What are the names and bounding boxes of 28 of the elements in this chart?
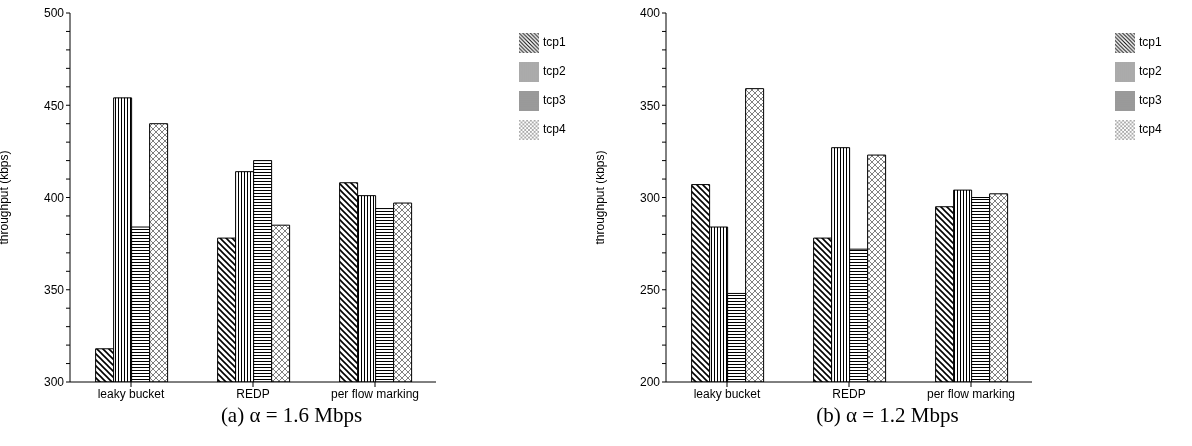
y-tick-label: 450 (43, 98, 65, 113)
legend-label: tcp3 (543, 93, 566, 107)
y-axis-title: throughput (kbps) (593, 150, 608, 245)
legend-label: tcp4 (543, 122, 566, 136)
legend-label: tcp4 (1139, 122, 1162, 136)
x-tick-label: per flow marking (330, 386, 420, 401)
legend-label: tcp2 (1139, 64, 1162, 78)
x-tick-label: per flow marking (926, 386, 1016, 401)
y-axis-title: throughput (kbps) (0, 150, 12, 245)
x-tick-label: REDP (236, 386, 270, 401)
x-tick-label: REDP (832, 386, 866, 401)
y-tick-label: 200 (639, 375, 661, 390)
legend-label: tcp1 (1139, 35, 1162, 49)
x-tick-label: leaky bucket (97, 386, 166, 401)
text: (a) α = 1.6 Mbps (219, 403, 364, 428)
y-tick-label: 400 (43, 190, 65, 205)
y-tick-label: 400 (639, 6, 661, 21)
legend-label: tcp3 (1139, 93, 1162, 107)
text: (b) α = 1.2 Mbps (815, 403, 960, 428)
legend-label: tcp1 (543, 35, 566, 49)
y-tick-label: 300 (43, 375, 65, 390)
x-tick-label: leaky bucket (693, 386, 762, 401)
y-tick-label: 350 (639, 98, 661, 113)
y-tick-label: 300 (639, 190, 661, 205)
legend-label: tcp2 (543, 64, 566, 78)
y-tick-label: 500 (43, 6, 65, 21)
y-tick-label: 350 (43, 283, 65, 298)
y-tick-label: 250 (639, 283, 661, 298)
